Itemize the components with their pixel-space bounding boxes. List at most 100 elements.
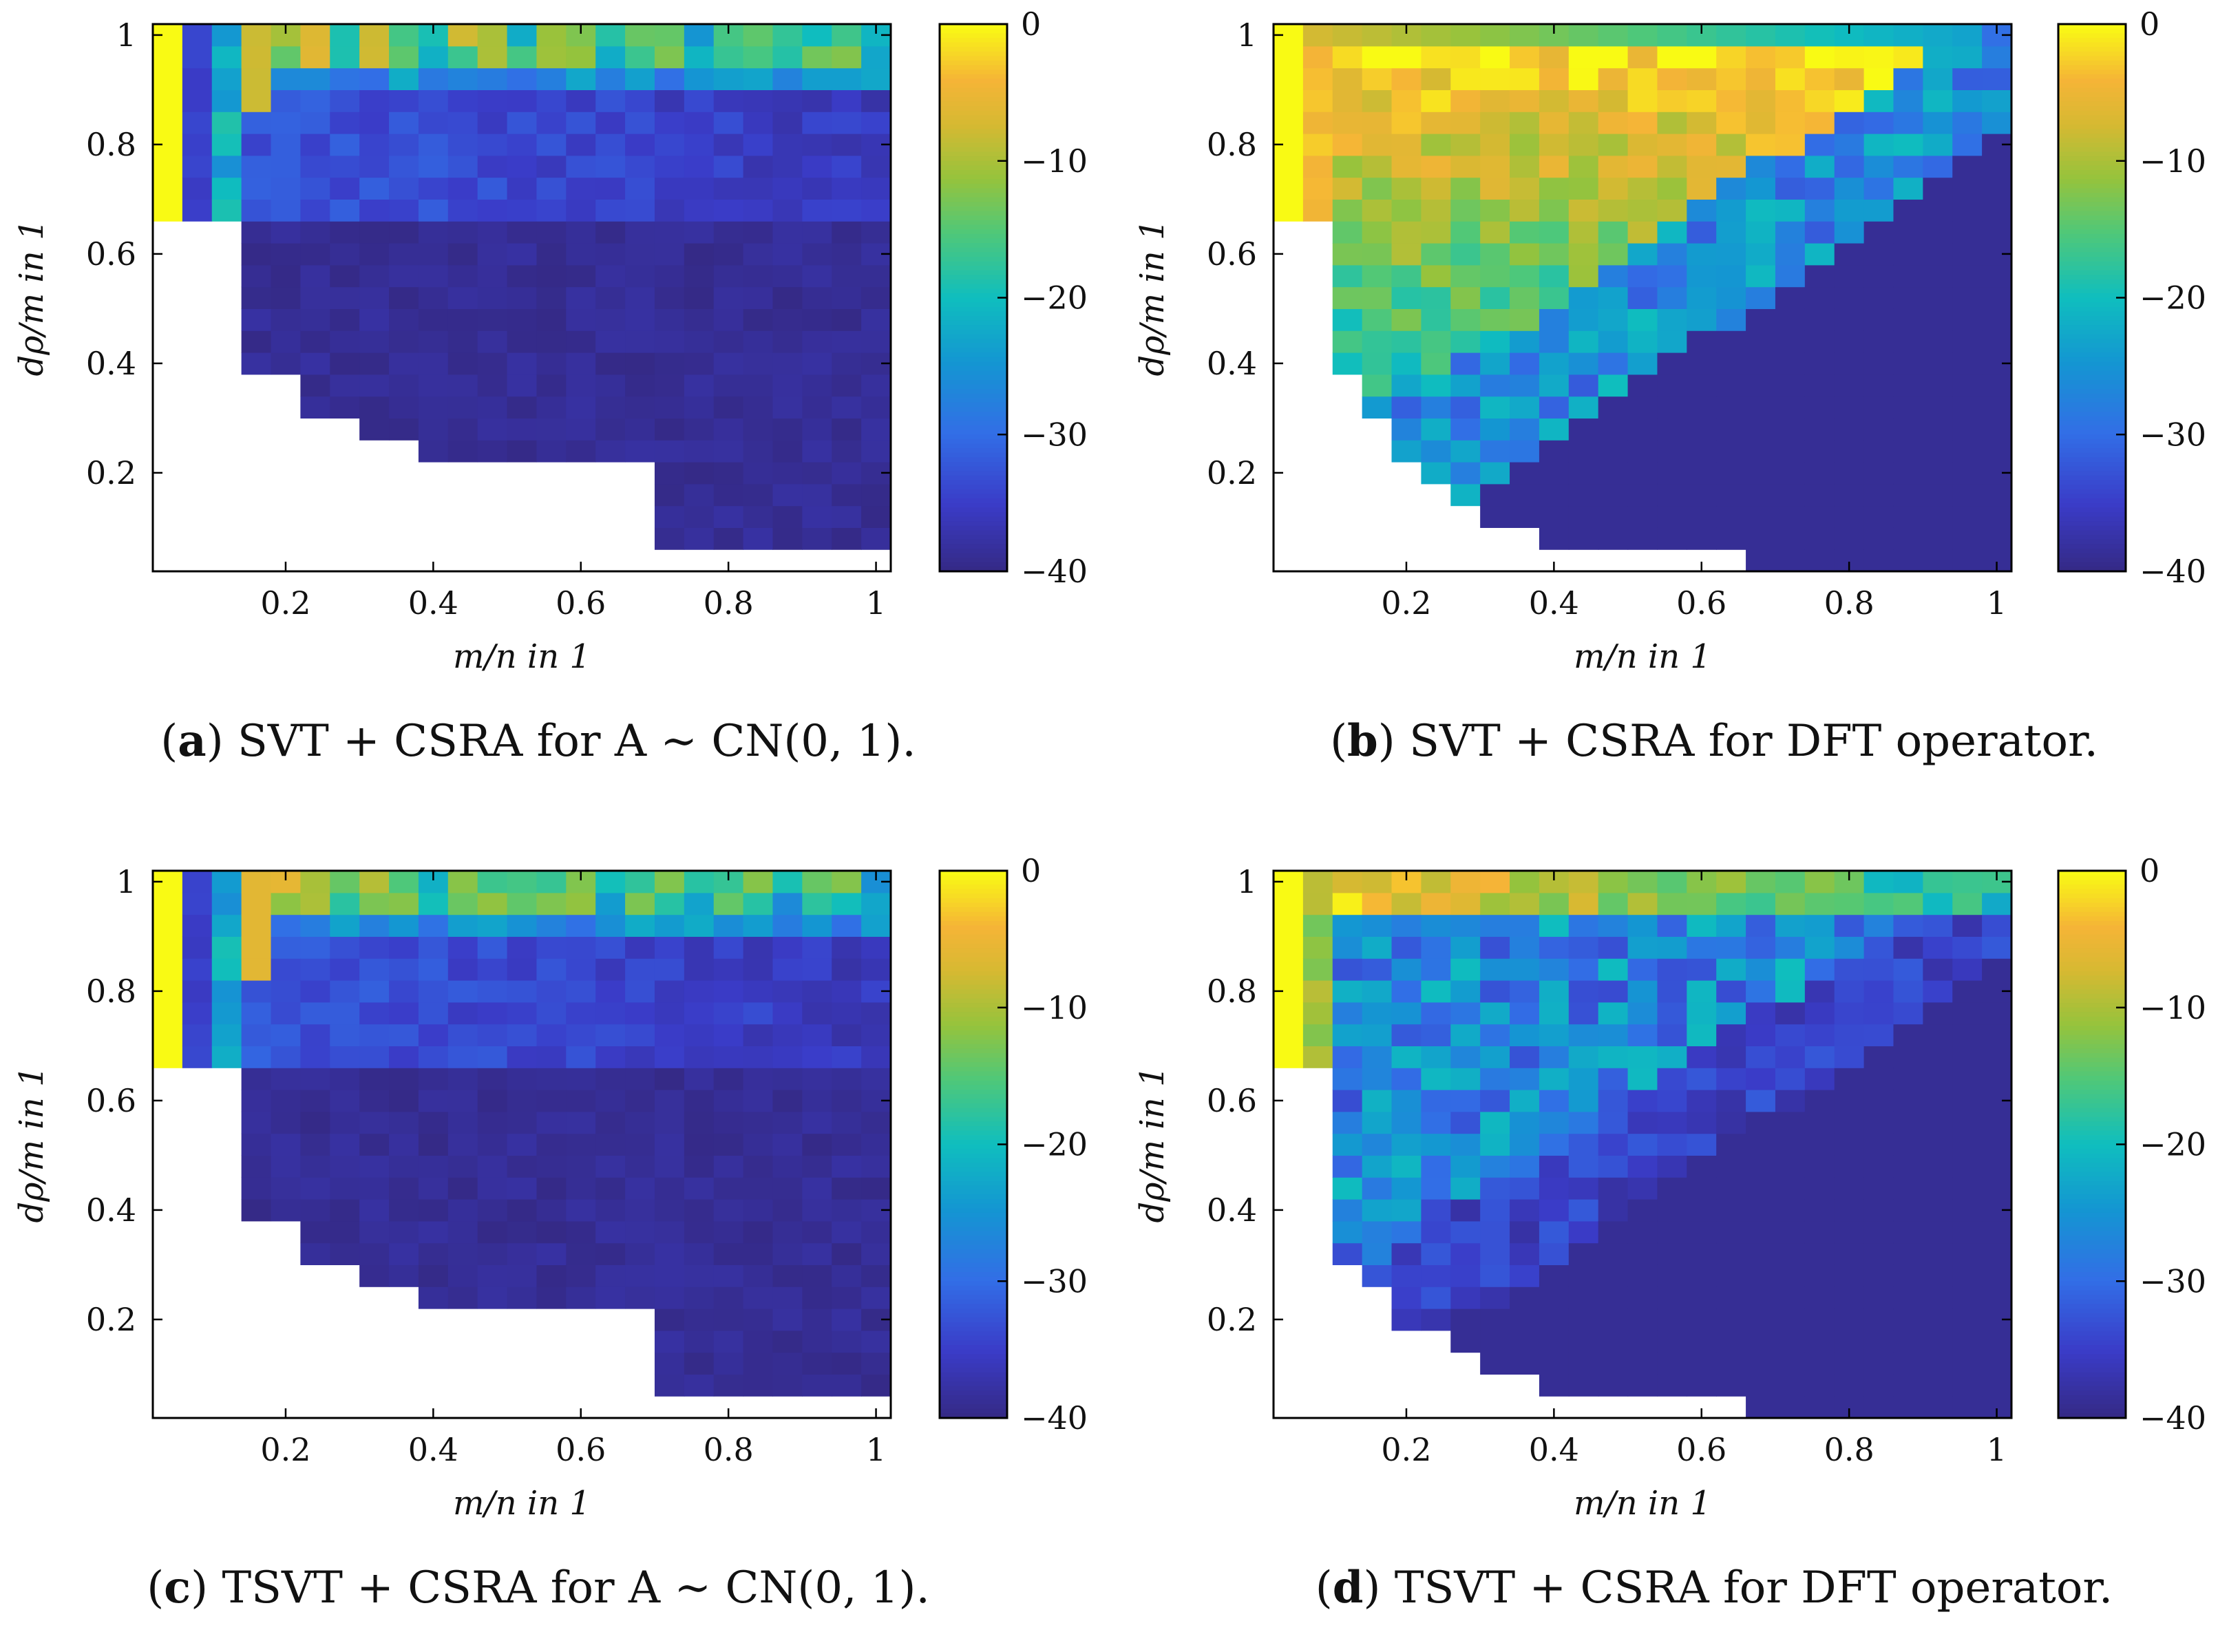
colorbar-segment [940,480,1007,485]
colorbar-segment [940,151,1007,157]
heatmap-cell [802,1133,832,1156]
heatmap-cell [1893,1046,1923,1068]
heatmap-cell [241,199,272,222]
heatmap-cell [861,1002,891,1025]
colorbar-segment [2058,1267,2126,1273]
heatmap-cell [1450,352,1481,375]
heatmap-cell [861,199,891,222]
heatmap-cell [1332,199,1363,222]
heatmap-cell [507,112,538,134]
heatmap-cell [1332,1090,1363,1112]
colorbar-segment [940,74,1007,80]
colorbar-segment [2058,279,2126,285]
heatmap-cell [1362,396,1393,419]
heatmap-cell [1362,286,1393,309]
heatmap-cell [1450,440,1481,463]
heatmap-cell [1716,89,1746,112]
heatmap-cell [211,134,242,156]
heatmap-cell [1391,1155,1422,1178]
heatmap-cell [1450,1242,1481,1265]
heatmap-cell [1804,352,1835,375]
heatmap-cell [1510,352,1540,375]
heatmap-cell [300,1133,330,1156]
colorbar-segment [940,925,1007,931]
heatmap-cell [684,1264,715,1287]
heatmap-cell [1893,155,1923,178]
heatmap-cell [1804,308,1835,331]
heatmap-cell [772,264,803,288]
heatmap-cell [684,1090,715,1112]
heatmap-cell [1627,1286,1658,1309]
colorbar-segment [2058,1217,2126,1222]
colorbar-segment [2058,1285,2126,1291]
heatmap-cell [743,45,774,69]
heatmap-cell [418,177,449,200]
colorbar-segment [940,475,1007,481]
heatmap-cell [684,374,715,397]
colorbar-segment [940,1217,1007,1222]
heatmap-cell [1627,155,1658,178]
heatmap-cell [1627,1309,1658,1331]
heatmap-cell [300,914,330,937]
heatmap-cell [1804,199,1835,222]
heatmap-cell [802,45,832,69]
heatmap-cell [1716,1068,1746,1090]
heatmap-cell [1450,374,1481,397]
heatmap-cell [832,396,862,419]
heatmap-cell [743,1068,774,1090]
heatmap-cell [1746,1133,1776,1156]
heatmap-cell [654,1068,685,1090]
heatmap-cell [1716,1155,1746,1178]
heatmap-cell [861,1133,891,1156]
x-axis-label: m/n in 1 [453,637,591,676]
heatmap-cell [743,374,774,397]
heatmap-cell [772,1286,803,1309]
heatmap-cell [1804,549,1835,572]
heatmap-cell [566,352,596,375]
heatmap-cell [1687,330,1717,353]
heatmap-cell [1332,1111,1363,1134]
heatmap-cell [1657,1264,1687,1287]
heatmap-cell [743,1330,774,1353]
heatmap-cell [1510,1177,1540,1200]
heatmap-cell [241,264,272,288]
heatmap-cell [1539,483,1570,507]
heatmap-cell [1863,286,1894,309]
heatmap-cell [359,67,390,90]
colorbar-segment [940,256,1007,262]
heatmap-cell [1627,1199,1658,1222]
colorbar-segment [2058,284,2126,290]
heatmap-cell [1450,892,1481,915]
heatmap-cell [832,221,862,244]
heatmap-cell [743,871,774,893]
colorbar-segment [2058,1085,2126,1090]
heatmap-cell [1598,1264,1629,1287]
heatmap-cell [1804,1002,1835,1025]
heatmap-cell [802,1177,832,1200]
heatmap-cell [1657,374,1687,397]
colorbar-segment [940,24,1007,30]
heatmap-cell [1274,958,1304,981]
heatmap-cell [447,286,478,309]
heatmap-cell [1746,892,1776,915]
colorbar-segment [940,28,1007,34]
x-tick-label: 0.6 [556,584,606,622]
heatmap-cell [1332,1177,1363,1200]
axes-frame [151,869,892,1419]
colorbar-segment [2058,120,2126,125]
heatmap-cell [1568,1177,1599,1200]
colorbar-segment [940,1039,1007,1045]
heatmap-cell [1302,134,1333,156]
colorbar-tick-label: 0 [1021,6,1041,43]
heatmap-cell [330,199,360,222]
colorbar-segment [2058,1322,2126,1328]
heatmap-cell [1657,264,1687,288]
heatmap-cell [536,89,567,112]
heatmap-cell [300,243,330,266]
heatmap-cell [1480,1002,1510,1025]
colorbar-segment [2058,343,2126,349]
heatmap-cell [1539,221,1570,244]
heatmap-cell [1982,308,2012,331]
heatmap-cell [330,177,360,200]
colorbar-segment [940,1080,1007,1086]
